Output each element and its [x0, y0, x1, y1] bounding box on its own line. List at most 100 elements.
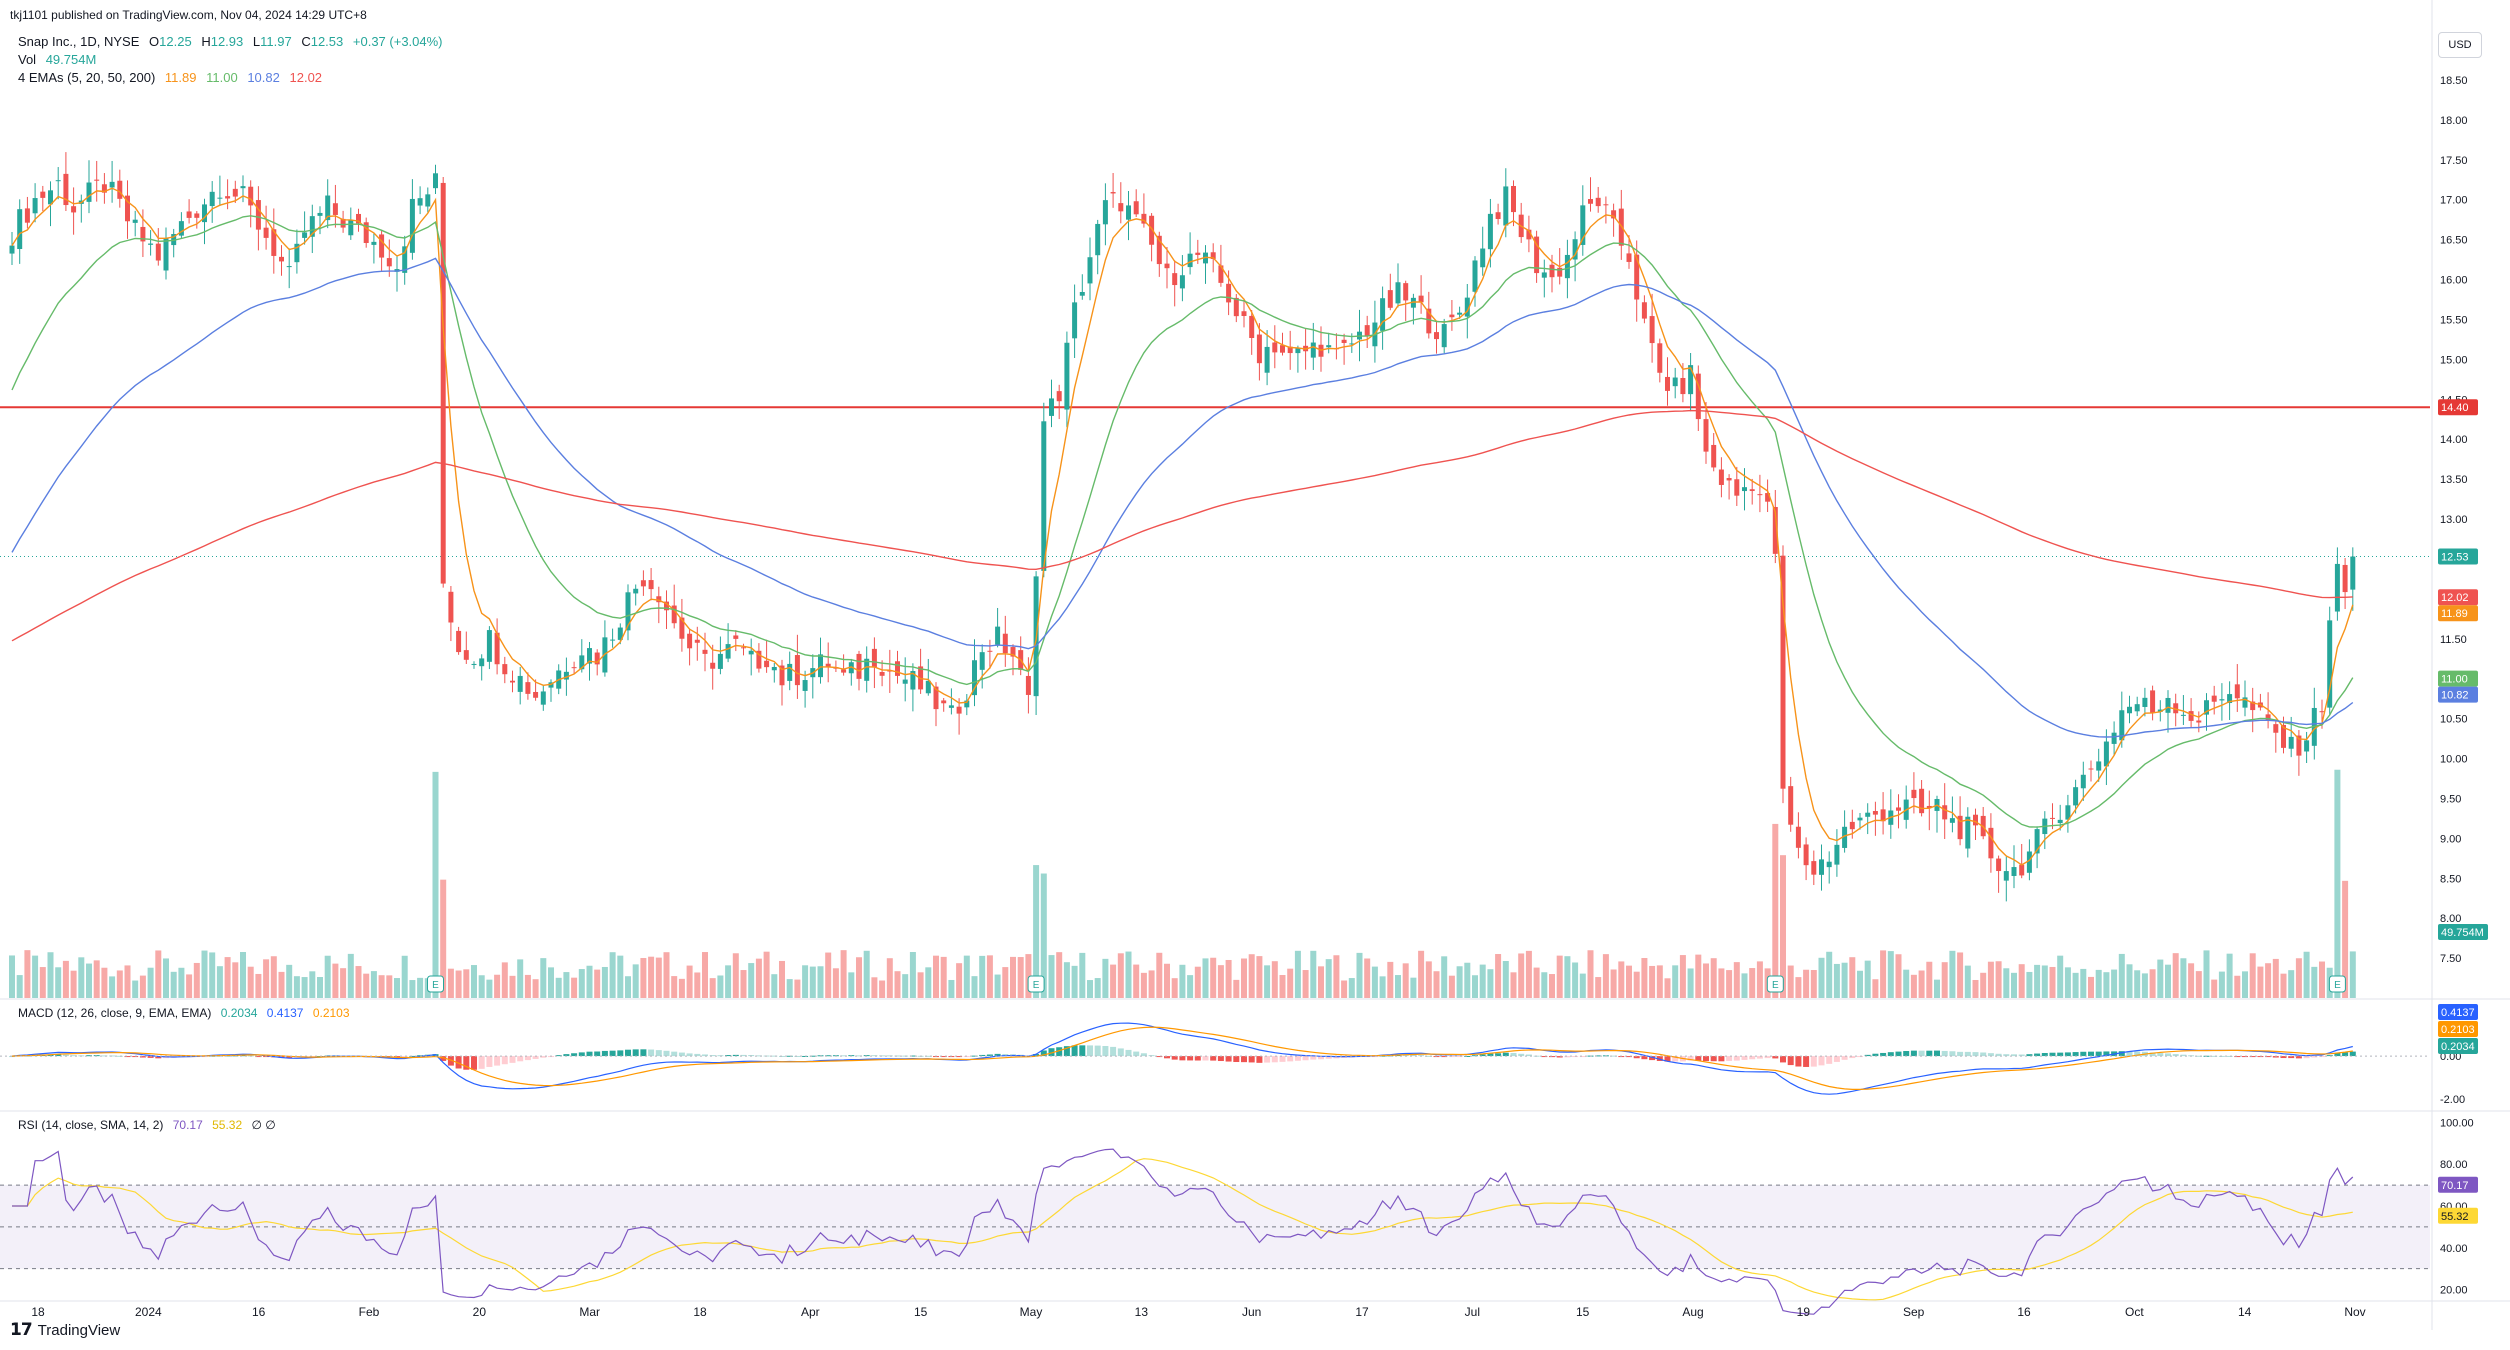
x-axis-label: Nov: [2344, 1305, 2365, 1319]
volume-bar: [648, 956, 655, 998]
candle-body: [1487, 213, 1493, 250]
volume-bar: [563, 972, 570, 998]
macd-histogram-bar: [1310, 1056, 1317, 1060]
candle-body: [856, 653, 862, 679]
candle-body: [1087, 257, 1093, 284]
candle-body: [1834, 844, 1840, 865]
volume-bar: [1549, 974, 1555, 998]
volume-legend[interactable]: Vol 49.754M: [18, 52, 102, 67]
candle-body: [825, 663, 831, 668]
candle-body: [625, 592, 631, 631]
macd-histogram-bar: [447, 1056, 454, 1066]
candle-body: [1626, 253, 1632, 262]
volume-bar: [2049, 966, 2056, 998]
volume-bar: [1918, 970, 1925, 998]
macd-histogram-bar: [1502, 1052, 1509, 1057]
macd-histogram-bar: [1949, 1051, 1956, 1057]
candle-body: [40, 191, 46, 198]
price-label-bg: [2438, 548, 2478, 565]
price-tick-label: 17.50: [2440, 155, 2468, 167]
price-tick-label: 8.00: [2440, 913, 2461, 925]
macd-histogram-bar: [1741, 1056, 1748, 1060]
volume-bar: [663, 952, 670, 998]
candle-body: [648, 580, 654, 590]
macd-histogram-bar: [2049, 1052, 2056, 1057]
volume-bar: [2041, 965, 2048, 998]
candle-body: [1079, 291, 1085, 296]
macd-histogram-bar: [2326, 1055, 2333, 1057]
volume-bar: [1910, 974, 1917, 998]
candle-body: [972, 660, 977, 696]
volume-bar: [1094, 978, 1101, 998]
rsi-value: 70.17: [172, 1118, 203, 1132]
macd-histogram-bar: [1656, 1056, 1663, 1061]
candle-body: [656, 596, 662, 603]
macd-histogram-bar: [1140, 1053, 1147, 1057]
macd-histogram-bar: [101, 1055, 108, 1057]
volume-bar: [363, 973, 370, 998]
volume-bar: [1140, 972, 1147, 998]
macd-histogram-bar: [1233, 1056, 1240, 1063]
x-axis-label: 18: [693, 1305, 707, 1319]
volume-bar: [501, 962, 508, 998]
tradingview-logo[interactable]: 𝟭𝟳 TradingView: [10, 1320, 120, 1340]
macd-legend[interactable]: MACD (12, 26, close, 9, EMA, EMA) 0.2034…: [18, 1006, 356, 1020]
candle-body: [125, 195, 130, 222]
candle-body: [1541, 272, 1547, 278]
candle-body: [1457, 312, 1463, 315]
volume-bar: [1310, 950, 1317, 998]
candle-body: [1295, 348, 1301, 354]
volume-bar: [1371, 966, 1378, 998]
volume-bar: [1864, 960, 1871, 998]
candle-body: [1718, 469, 1724, 485]
volume-bar: [1395, 975, 1401, 998]
candle-body: [2034, 829, 2040, 854]
macd-histogram-bar: [1641, 1056, 1648, 1060]
volume-bar: [1271, 961, 1278, 998]
macd-histogram-bar: [594, 1051, 601, 1057]
candle-body: [2180, 714, 2186, 716]
macd-histogram-bar: [1063, 1046, 1070, 1057]
candle-body: [1002, 633, 1008, 654]
candle-body: [771, 666, 777, 671]
macd-histogram-bar: [979, 1054, 986, 1057]
volume-bar: [725, 965, 732, 998]
macd-histogram-bar: [2064, 1052, 2071, 1057]
macd-histogram-bar: [1002, 1054, 1009, 1057]
volume-bar: [109, 976, 116, 998]
ema50-value: 10.82: [247, 70, 280, 85]
macd-histogram-bar: [1541, 1056, 1548, 1058]
symbol-label[interactable]: Snap Inc., 1D, NYSE: [18, 34, 140, 49]
volume-bar: [2342, 880, 2349, 998]
macd-histogram-bar: [840, 1055, 847, 1057]
macd-histogram-bar: [1510, 1052, 1517, 1057]
macd-histogram-bar: [678, 1052, 685, 1057]
volume-bar: [994, 974, 1001, 998]
volume-bar: [1441, 956, 1448, 998]
ema-legend[interactable]: 4 EMAs (5, 20, 50, 200) 11.89 11.00 10.8…: [18, 70, 328, 85]
volume-bar: [2095, 969, 2102, 998]
candle-body: [871, 648, 877, 668]
volume-bar: [1525, 950, 1532, 998]
macd-histogram-bar: [2288, 1056, 2295, 1059]
candle-body: [710, 662, 716, 669]
rsi-legend[interactable]: RSI (14, close, SMA, 14, 2) 70.17 55.32 …: [18, 1118, 282, 1132]
macd-histogram-bar: [2057, 1052, 2064, 1057]
macd-histogram-bar: [725, 1055, 732, 1057]
price-label-close: 12.53: [2441, 552, 2469, 564]
volume-bar: [2319, 961, 2325, 998]
candle-body: [1988, 827, 1994, 859]
candle-body: [2281, 724, 2286, 748]
candle-body: [902, 679, 908, 684]
candle-body: [725, 644, 731, 659]
macd-histogram-bar: [1833, 1056, 1840, 1062]
price-tick-label: 15.50: [2440, 314, 2468, 326]
currency-button[interactable]: USD: [2438, 32, 2482, 58]
volume-bar: [2334, 769, 2341, 998]
price-tick-label: 18.00: [2440, 115, 2468, 127]
candle-body: [1734, 479, 1740, 496]
macd-histogram-bar: [540, 1056, 547, 1058]
macd-histogram-bar: [871, 1055, 878, 1057]
volume-bar: [293, 976, 300, 998]
